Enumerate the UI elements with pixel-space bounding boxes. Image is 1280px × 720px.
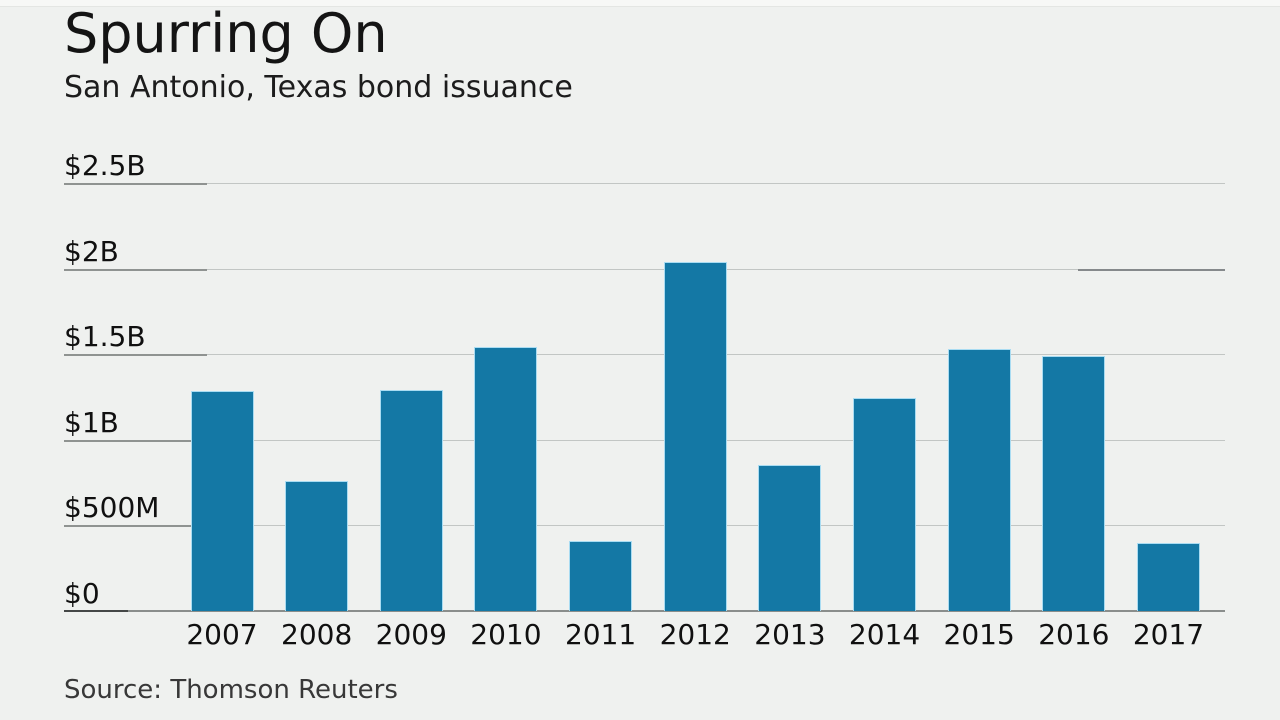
bar-2011 (569, 540, 633, 611)
axis-tick-label-x: 2008 (281, 618, 353, 651)
axis-tick-label-y: $2B (64, 234, 119, 268)
tick-underline (64, 354, 207, 357)
bar-2009 (379, 390, 443, 611)
bar-2007 (190, 391, 254, 611)
axis-tick-label-y: $1B (64, 405, 119, 439)
axis-tick-label-x: 2013 (754, 618, 826, 651)
bar-2012 (663, 261, 727, 611)
tick-underline (64, 268, 207, 271)
axis-tick-label-x: 2015 (943, 618, 1015, 651)
axis-tick-label-y: $1.5B (64, 320, 146, 354)
axis-tick-label-y: $2.5B (64, 149, 146, 182)
axis-tick-label-x: 2016 (1038, 618, 1110, 651)
tick-underline (64, 525, 207, 528)
tick-underline (64, 610, 128, 612)
axis-tick-label-x: 2011 (564, 618, 637, 651)
axis-tick-label-x: 2017 (1132, 618, 1205, 651)
bar-2015 (947, 349, 1011, 611)
bar-2014 (853, 397, 917, 611)
x-axis-baseline (64, 610, 1225, 612)
bar-2017 (1137, 542, 1200, 611)
gridline-accent-2b (1078, 268, 1225, 271)
axis-tick-label-x: 2014 (848, 618, 921, 651)
bar-2016 (1042, 355, 1106, 611)
bar-2008 (285, 480, 349, 611)
gridline (64, 268, 1225, 270)
gridline (64, 525, 1225, 527)
gridline (64, 439, 1225, 441)
axis-tick-label-x: 2010 (470, 618, 542, 651)
axis-tick-label-x: 2007 (186, 618, 258, 651)
tick-underline (64, 183, 207, 185)
plot-area: $2.5B $2B $1.5B $1B $500M $0 2007 2008 2009 2010 2… (64, 152, 1225, 650)
gridline (64, 354, 1225, 356)
tick-underline (64, 439, 207, 442)
axis-tick-label-y: $500M (64, 491, 160, 525)
axis-tick-label-x: 2012 (659, 618, 731, 651)
bar-2013 (758, 464, 822, 611)
source-note: Source: Thomson Reuters (64, 675, 398, 705)
axis-tick-label-x: 2009 (375, 618, 447, 651)
top-edge-strip (0, 0, 1280, 7)
page-subtitle: San Antonio, Texas bond issuance (64, 70, 573, 105)
axis-tick-label-y: $0 (64, 577, 100, 610)
page-title: Spurring On (64, 2, 388, 65)
bar-2010 (474, 347, 538, 611)
gridline (64, 183, 1225, 184)
